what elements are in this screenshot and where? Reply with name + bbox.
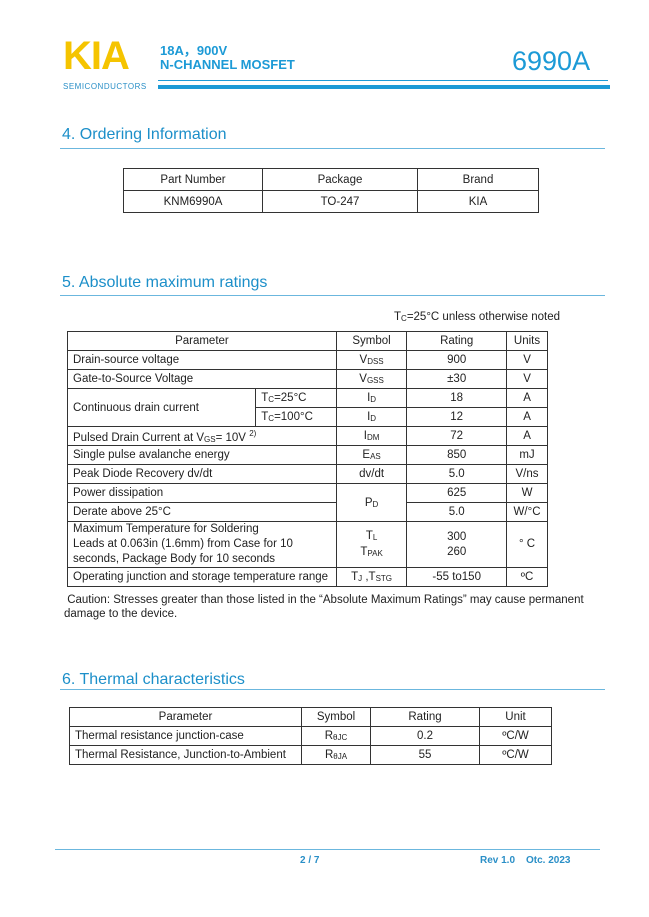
header-cell: Parameter xyxy=(69,707,302,727)
header-cell: Units xyxy=(506,331,548,351)
ordering-table: Part Number Package Brand KNM6990A TO-247 KI… xyxy=(123,168,539,213)
table-row: Drain-source voltage VDSS 900 V xyxy=(67,350,548,370)
page-number: 2 / 7 xyxy=(300,855,320,866)
kia-logo: KIA xyxy=(63,34,130,78)
header-bar xyxy=(158,85,610,89)
header-cell: Symbol xyxy=(301,707,371,727)
caution-text-cont: damage to the device. xyxy=(64,608,178,620)
table-row: Thermal resistance junction-case RθJC 0.2 º… xyxy=(69,726,552,746)
table-row: Power dissipation PD 625 W xyxy=(67,483,548,522)
cell: KIA xyxy=(417,190,539,213)
section-divider xyxy=(60,689,605,690)
revision-date: Otc. 2023 xyxy=(526,855,571,866)
table-row: Operating junction and storage temperatu… xyxy=(67,567,548,587)
logo-subtitle: SEMICONDUCTORS xyxy=(63,82,147,91)
table-row: Derate above 25°C 5.0 W/°C xyxy=(67,502,548,522)
device-type: N-CHANNEL MOSFET xyxy=(160,57,295,72)
header-cell: Package xyxy=(262,168,418,191)
section-title-absmax: 5. Absolute maximum ratings xyxy=(62,274,268,291)
table-row: Single pulse avalanche energy EAS 850 mJ xyxy=(67,445,548,465)
header-cell: Rating xyxy=(370,707,480,727)
revision: Rev 1.0 xyxy=(480,855,516,866)
table-row: TC=100°C ID 12 A xyxy=(68,407,548,427)
table-row: Pulsed Drain Current at VGS= 10V 2) IDM 72… xyxy=(67,426,548,446)
absmax-table: Parameter Symbol Rating Units Drain-source … xyxy=(66,331,548,587)
table-row: Maximum Temperature for Soldering Leads a… xyxy=(67,521,548,568)
part-number: 6990A xyxy=(512,46,591,76)
table-row: Thermal Resistance, Junction-to-Ambient R… xyxy=(69,745,552,765)
section-divider xyxy=(60,295,605,296)
section-title-thermal: 6. Thermal characteristics xyxy=(62,671,245,688)
table-row: Continuous drain current TC=25°C ID 18 A xyxy=(66,388,548,427)
header-cell: Symbol xyxy=(335,331,408,351)
table-row: Gate-to-Source Voltage VGSS ±30 V xyxy=(67,369,548,389)
cell: TO-247 xyxy=(262,190,418,213)
header-cell: Unit xyxy=(479,707,552,727)
header-cell: Rating xyxy=(406,331,508,351)
section-title-ordering: 4. Ordering Information xyxy=(62,126,227,143)
rating-subtitle: 18A，900V xyxy=(160,43,228,58)
table-row: Peak Diode Recovery dv/dt dv/dt 5.0 V/ns xyxy=(67,464,548,484)
section-divider xyxy=(60,148,605,149)
header-cell: Brand xyxy=(417,168,539,191)
condition-note: TC=25°C unless otherwise noted xyxy=(394,311,561,323)
cell: KNM6990A xyxy=(123,190,263,213)
caution-text: Caution: Stresses greater than those lis… xyxy=(64,594,584,606)
header-cell: Parameter xyxy=(67,331,337,351)
thermal-table: Parameter Symbol Rating Unit Thermal resist… xyxy=(69,707,552,765)
header-cell: Part Number xyxy=(123,168,263,191)
footer-divider xyxy=(55,849,600,850)
header-divider xyxy=(158,80,608,81)
